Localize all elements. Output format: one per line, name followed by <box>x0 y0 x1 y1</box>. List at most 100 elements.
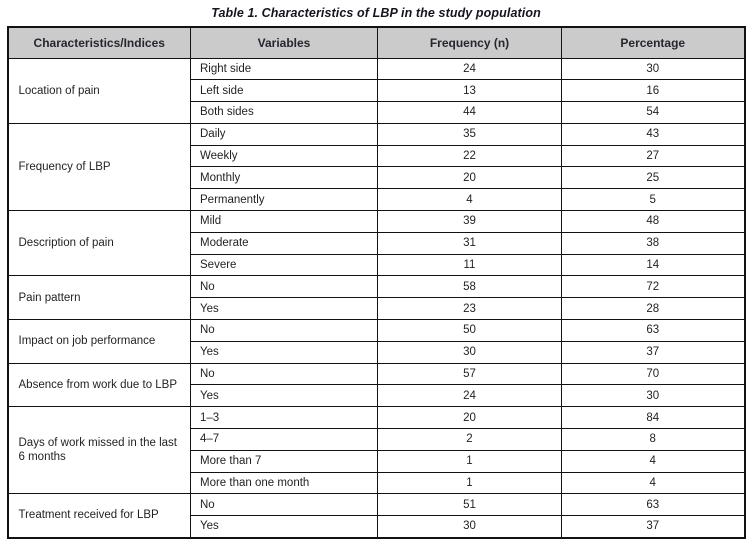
variable-cell: Monthly <box>190 166 378 190</box>
percentage-cell: 4 <box>561 449 745 473</box>
characteristic-cell: Treatment received for LBP <box>7 493 191 539</box>
variable-cell: Yes <box>190 297 378 321</box>
frequency-cell: 11 <box>377 253 562 277</box>
frequency-cell: 57 <box>377 362 562 386</box>
characteristic-cell: Description of pain <box>7 210 191 277</box>
frequency-cell: 22 <box>377 144 562 168</box>
table-body: Location of pain Right side 24 30 Left side 1… <box>7 57 745 539</box>
percentage-cell: 4 <box>561 471 745 495</box>
variable-cell: 4–7 <box>190 428 378 451</box>
frequency-cell: 24 <box>377 384 562 408</box>
percentage-cell: 30 <box>561 57 745 81</box>
percentage-cell: 43 <box>561 122 745 146</box>
lbp-characteristics-table: Characteristics/Indices Variables Frequenc… <box>6 26 746 539</box>
variable-cell: Weekly <box>190 144 378 168</box>
percentage-cell: 30 <box>561 384 745 408</box>
variable-cell: Severe <box>190 253 378 277</box>
table-row: Frequency of LBP Daily 35 43 <box>7 122 745 212</box>
frequency-cell: 24 <box>377 57 562 81</box>
percentage-cell: 38 <box>561 231 745 255</box>
table-row: Permanently 4 5 <box>8 188 745 212</box>
frequency-cell: 35 <box>377 122 562 146</box>
variable-cell: 1–3 <box>190 406 378 430</box>
percentage-cell: 27 <box>561 144 745 168</box>
variable-cell: Right side <box>190 57 378 81</box>
percentage-cell: 28 <box>561 297 745 321</box>
variable-cell: No <box>190 362 378 386</box>
frequency-cell: 1 <box>377 471 562 495</box>
percentage-cell: 63 <box>561 319 745 342</box>
frequency-cell: 20 <box>377 166 562 190</box>
percentage-cell: 37 <box>561 515 745 539</box>
table-row: Description of pain Mild 39 48 <box>7 210 745 277</box>
percentage-cell: 63 <box>561 493 745 517</box>
column-header-4: Percentage <box>561 26 745 59</box>
variable-cell: Left side <box>190 79 378 103</box>
variable-cell: Mild <box>190 210 378 233</box>
percentage-cell: 14 <box>561 253 745 277</box>
column-header-3: Frequency (n) <box>377 26 562 59</box>
characteristic-cell: Location of pain <box>7 57 191 124</box>
table-row: Impact on job performance No 50 63 <box>7 319 745 364</box>
variable-cell: Daily <box>190 122 378 146</box>
characteristic-cell: Days of work missed in the last 6 months <box>7 406 191 495</box>
percentage-cell: 54 <box>561 101 745 124</box>
frequency-cell: 2 <box>377 428 562 451</box>
table-row: Monthly 20 25 <box>8 166 745 190</box>
variable-cell: More than 7 <box>190 449 378 473</box>
variable-cell: More than one month <box>190 471 378 495</box>
table-row: Days of work missed in the last 6 months… <box>7 406 745 495</box>
variable-cell: No <box>190 493 378 517</box>
variable-cell: Both sides <box>190 101 378 124</box>
table-row: Treatment received for LBP No 51 63 <box>7 493 745 539</box>
variable-cell: Moderate <box>190 231 378 255</box>
variable-cell: Yes <box>190 515 378 539</box>
percentage-cell: 8 <box>561 428 745 451</box>
table-row: Pain pattern No 58 72 <box>7 275 745 321</box>
table-row: Location of pain Right side 24 30 <box>7 57 745 124</box>
percentage-cell: 5 <box>561 188 745 212</box>
frequency-cell: 51 <box>377 493 562 517</box>
table-row: Left side 13 16 <box>8 79 745 103</box>
variable-cell: No <box>190 275 378 299</box>
characteristic-cell: Pain pattern <box>7 275 191 321</box>
table-row: 4–7 2 8 <box>8 428 745 451</box>
percentage-cell: 84 <box>561 406 745 430</box>
table-row: Yes 30 37 <box>8 340 745 364</box>
frequency-cell: 39 <box>377 210 562 233</box>
characteristic-cell: Absence from work due to LBP <box>7 362 191 408</box>
frequency-cell: 23 <box>377 297 562 321</box>
table-row: Both sides 44 54 <box>8 101 745 124</box>
percentage-cell: 16 <box>561 79 745 103</box>
table-caption: Table 1. Characteristics of LBP in the s… <box>211 6 541 20</box>
percentage-cell: 72 <box>561 275 745 299</box>
variable-cell: Permanently <box>190 188 378 212</box>
frequency-cell: 30 <box>377 340 562 364</box>
percentage-cell: 25 <box>561 166 745 190</box>
variable-cell: Yes <box>190 340 378 364</box>
table-header: Characteristics/Indices Variables Frequenc… <box>7 26 745 59</box>
characteristic-cell: Impact on job performance <box>7 319 191 364</box>
variable-cell: Yes <box>190 384 378 408</box>
percentage-cell: 70 <box>561 362 745 386</box>
percentage-cell: 37 <box>561 340 745 364</box>
frequency-cell: 1 <box>377 449 562 473</box>
frequency-cell: 58 <box>377 275 562 299</box>
frequency-cell: 44 <box>377 101 562 124</box>
variable-cell: No <box>190 319 378 342</box>
frequency-cell: 20 <box>377 406 562 430</box>
frequency-cell: 30 <box>377 515 562 539</box>
frequency-cell: 4 <box>377 188 562 212</box>
table-row: Severe 11 14 <box>8 253 745 277</box>
frequency-cell: 31 <box>377 231 562 255</box>
column-header-2: Variables <box>190 26 378 59</box>
characteristic-cell: Frequency of LBP <box>7 122 191 212</box>
table-header-row: Characteristics/Indices Variables Frequenc… <box>7 26 745 59</box>
frequency-cell: 50 <box>377 319 562 342</box>
column-header-1: Characteristics/Indices <box>7 26 191 59</box>
table-row: Yes 30 37 <box>8 515 745 539</box>
frequency-cell: 13 <box>377 79 562 103</box>
table-row: Absence from work due to LBP No 57 70 <box>7 362 745 408</box>
table-row: Yes 24 30 <box>8 384 745 408</box>
